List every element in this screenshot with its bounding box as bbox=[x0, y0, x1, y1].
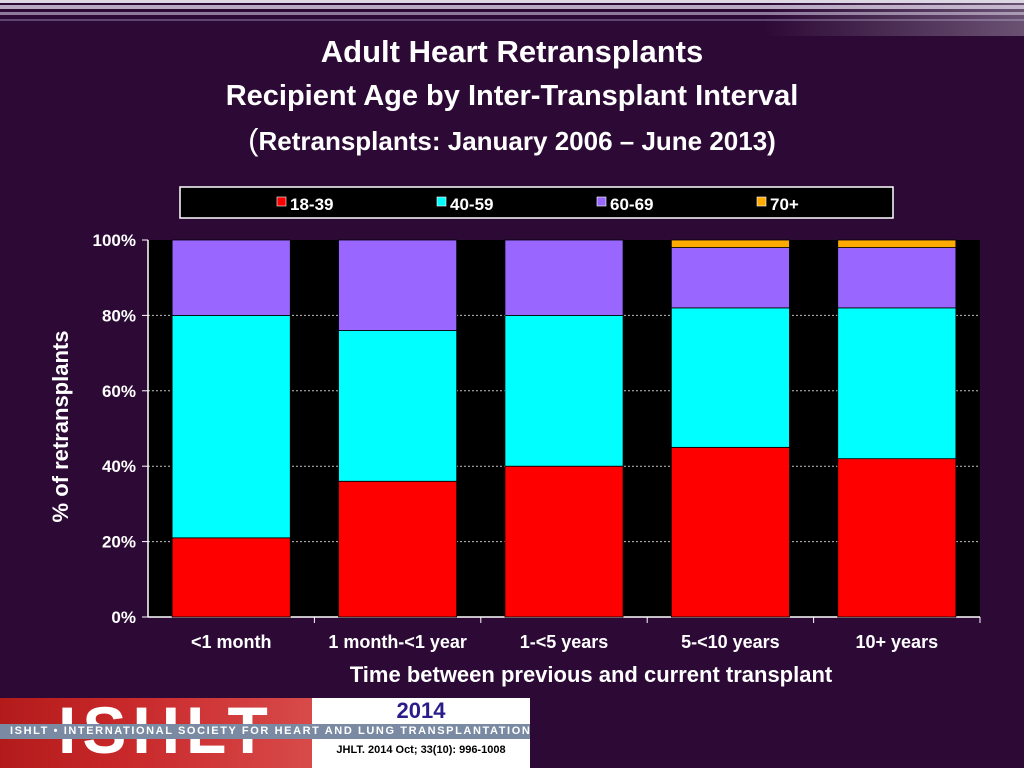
y-tick-label: 0% bbox=[111, 608, 136, 627]
legend-swatch-40-59 bbox=[436, 196, 447, 207]
y-axis-label: % of retransplants bbox=[48, 331, 73, 523]
bar-segment-70+ bbox=[837, 239, 957, 248]
bar-segment-18-39 bbox=[670, 446, 790, 618]
bar-segment-40-59 bbox=[171, 314, 291, 539]
logo-band-text: ISHLT • INTERNATIONAL SOCIETY FOR HEART … bbox=[0, 724, 530, 739]
bar-segment-60-69 bbox=[171, 239, 291, 316]
bar-segment-18-39 bbox=[837, 458, 957, 618]
y-tick-label: 20% bbox=[102, 533, 136, 552]
legend-label: 18-39 bbox=[290, 195, 333, 214]
bar-segment-60-69 bbox=[670, 247, 790, 309]
x-tick-label: 1 month-<1 year bbox=[328, 632, 467, 652]
legend-label: 60-69 bbox=[610, 195, 653, 214]
slide-subtitle: Recipient Age by Inter-Transplant Interv… bbox=[225, 80, 799, 112]
citation: JHLT. 2014 Oct; 33(10): 996-1008 bbox=[336, 744, 506, 756]
bar-segment-18-39 bbox=[171, 537, 291, 618]
logo-year: 2014 bbox=[396, 698, 446, 723]
bar-segment-40-59 bbox=[670, 307, 790, 448]
y-tick-label: 80% bbox=[102, 306, 136, 325]
bar-segment-40-59 bbox=[837, 307, 957, 460]
subtitle-paren: ( bbox=[248, 122, 259, 157]
legend-label: 40-59 bbox=[450, 195, 493, 214]
bar-segment-60-69 bbox=[504, 239, 624, 316]
y-tick-label: 40% bbox=[102, 457, 136, 476]
bar-segment-60-69 bbox=[837, 247, 957, 309]
bar-segment-70+ bbox=[670, 239, 790, 248]
legend-label: 70+ bbox=[770, 195, 799, 214]
subtitle-period-text: Retransplants: January 2006 – June 2013) bbox=[258, 126, 776, 156]
legend-box bbox=[179, 186, 894, 219]
bar-segment-60-69 bbox=[338, 239, 458, 331]
legend-swatch-60-69 bbox=[596, 196, 607, 207]
ishlt-logo: ISHLT ISHLT • INTERNATIONAL SOCIETY FOR … bbox=[0, 693, 530, 768]
bar-segment-40-59 bbox=[504, 314, 624, 467]
bar-segment-40-59 bbox=[338, 330, 458, 482]
x-tick-label: 1-<5 years bbox=[520, 632, 609, 652]
y-tick-label: 100% bbox=[93, 231, 136, 250]
x-tick-label: 5-<10 years bbox=[681, 632, 780, 652]
bar-segment-18-39 bbox=[504, 465, 624, 618]
stacked-bar-chart: 0% 20% 40% 60% 80% 100% <1 month 1 month-<1 yea… bbox=[48, 186, 981, 687]
y-tick-label: 60% bbox=[102, 382, 136, 401]
x-tick-label: 10+ years bbox=[856, 632, 939, 652]
x-tick-label: <1 month bbox=[191, 632, 272, 652]
slide-title: Adult Heart Retransplants bbox=[320, 34, 704, 69]
x-axis-label: Time between previous and current transp… bbox=[350, 662, 833, 687]
bar-segment-18-39 bbox=[338, 480, 458, 618]
legend-swatch-70+ bbox=[756, 196, 767, 207]
header-stripes bbox=[0, 0, 1024, 36]
legend-swatch-18-39 bbox=[276, 196, 287, 207]
slide-subtitle-period: (Retransplants: January 2006 – June 2013… bbox=[0, 122, 1024, 158]
